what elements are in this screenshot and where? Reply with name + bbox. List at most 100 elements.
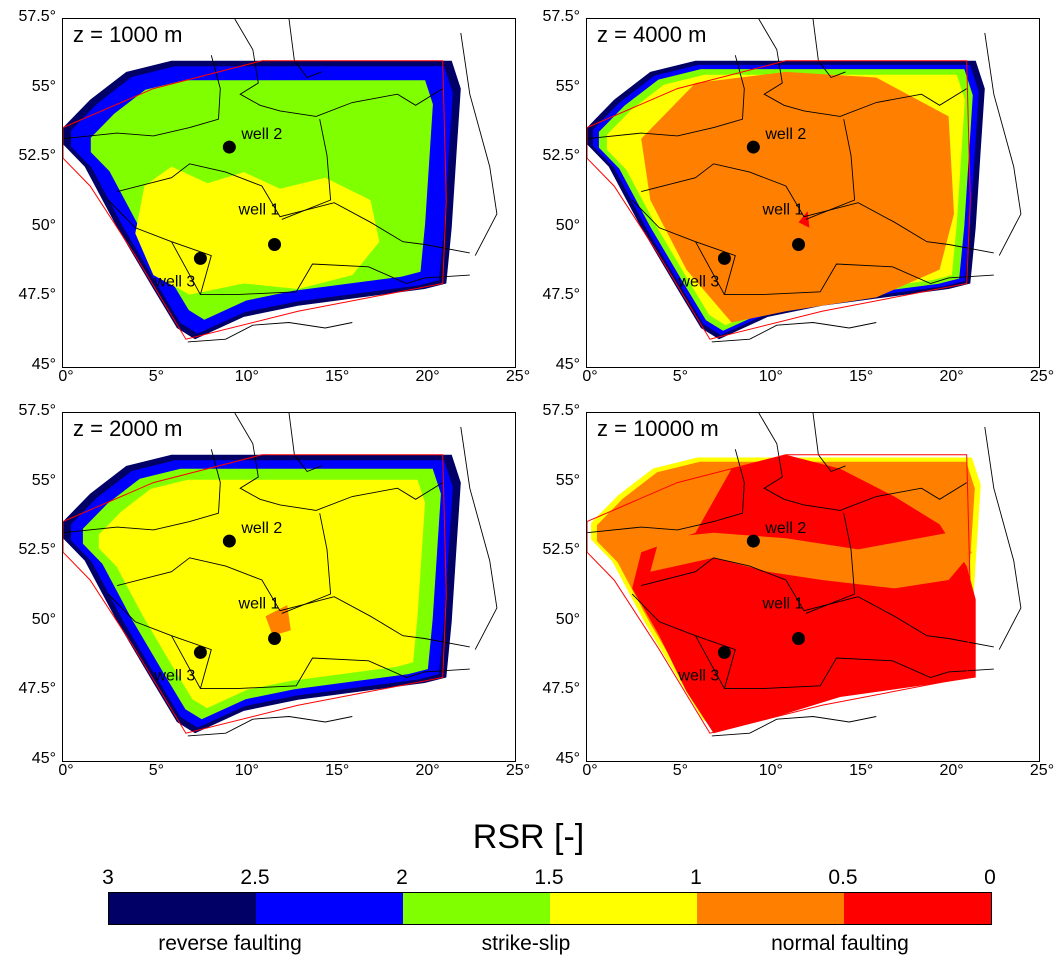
x-tick-label: 5° <box>672 762 689 779</box>
colorbar-tick-label: 0.5 <box>828 866 858 889</box>
colorbar-tick-label: 3 <box>102 866 114 889</box>
x-tick-label: 5° <box>148 762 165 779</box>
x-tick-label: 0° <box>58 762 74 779</box>
border-line <box>695 241 994 296</box>
well-label: well 2 <box>240 520 282 537</box>
depth-label: z = 10000 m <box>594 416 722 442</box>
border-line <box>460 426 498 650</box>
y-tick-label: 52.5° <box>542 541 580 559</box>
well-marker <box>746 140 760 154</box>
well-label: well 1 <box>238 596 280 613</box>
border-line <box>641 163 994 254</box>
border-line <box>805 513 856 614</box>
border-line <box>281 119 332 220</box>
colorbar-tick-label: 2 <box>396 866 408 889</box>
map-frame: well 1 well 2 well 3 <box>586 18 1040 368</box>
y-tick-label: 47.5° <box>18 286 56 304</box>
border-line <box>171 635 470 690</box>
x-tick-label: 5° <box>672 368 689 385</box>
map-svg: well 1 well 2 well 3 <box>587 413 1022 737</box>
x-tick-label: 0° <box>582 368 598 385</box>
x-tick-label: 10° <box>758 368 783 385</box>
x-tick-label: 10° <box>758 762 783 779</box>
depth-label: z = 2000 m <box>70 416 186 442</box>
y-tick-label: 55° <box>555 77 580 95</box>
regime-zone <box>650 532 973 589</box>
y-tick-label: 57.5° <box>18 402 56 419</box>
border-line <box>107 593 212 689</box>
well-label: well 2 <box>764 520 806 537</box>
regime-label-reverse: reverse faulting <box>158 932 302 955</box>
well-label: well 3 <box>153 273 195 290</box>
y-tick-label: 52.5° <box>18 541 56 559</box>
y-tick-label: 47.5° <box>18 680 56 698</box>
colorbar-segment <box>403 893 550 924</box>
map-panel-10000: well 1 well 2 well 3 z = 10000 m 57.5° 55° 5… <box>542 402 1054 779</box>
border-line <box>587 55 745 140</box>
map-svg: well 1 well 2 well 3 <box>63 413 498 737</box>
y-tick-label: 55° <box>31 471 56 489</box>
depth-label: z = 4000 m <box>594 22 710 48</box>
border-line <box>805 119 856 220</box>
y-tick-label: 45° <box>31 356 56 373</box>
x-tick-label: 10° <box>234 762 259 779</box>
y-tick-label: 52.5° <box>542 147 580 165</box>
well-marker <box>268 632 282 646</box>
x-tick-label: 25° <box>1029 762 1055 779</box>
y-tick-label: 45° <box>31 750 56 767</box>
y-tick-label: 47.5° <box>542 680 580 698</box>
well-marker <box>222 140 236 154</box>
map-frame: well 1 well 2 well 3 <box>62 412 516 762</box>
well-label: well 2 <box>764 126 806 143</box>
colorbar-segment <box>256 893 403 924</box>
colorbar <box>108 892 992 925</box>
border-line <box>288 413 322 473</box>
x-tick-label: 15° <box>849 368 874 385</box>
border-line <box>758 19 967 117</box>
well-label: well 3 <box>677 667 719 684</box>
border-line <box>187 716 353 737</box>
well-label: well 2 <box>240 126 282 143</box>
x-tick-label: 20° <box>939 368 964 385</box>
y-tick-label: 50° <box>31 216 56 234</box>
x-tick-label: 25° <box>1029 368 1055 385</box>
well-label: well 3 <box>677 273 719 290</box>
well-marker <box>746 534 760 548</box>
colorbar-segment <box>109 893 256 924</box>
border-line <box>631 199 736 295</box>
map-frame: well 1 well 2 well 3 <box>586 412 1040 762</box>
model-boundary <box>587 60 971 340</box>
x-tick-label: 10° <box>234 368 259 385</box>
well-marker <box>268 238 282 252</box>
map-panel-1000: well 1 well 2 well 3 z = 1000 m 57.5° 55° 52… <box>18 8 530 385</box>
y-tick-label: 57.5° <box>18 8 56 25</box>
colorbar-tick-label: 1 <box>690 866 702 889</box>
border-line <box>234 19 443 117</box>
model-boundary <box>63 60 447 340</box>
y-tick-label: 45° <box>555 356 580 373</box>
map-svg: well 1 well 2 well 3 <box>63 19 498 343</box>
x-tick-label: 20° <box>939 762 964 779</box>
x-tick-label: 25° <box>505 762 531 779</box>
border-line <box>107 199 212 295</box>
x-tick-label: 0° <box>58 368 74 385</box>
border-line <box>758 413 967 511</box>
border-line <box>711 322 877 343</box>
regime-zone <box>798 211 810 228</box>
well-label: well 1 <box>762 202 804 219</box>
well-label: well 1 <box>762 596 804 613</box>
border-line <box>117 163 470 254</box>
x-tick-label: 20° <box>415 368 440 385</box>
y-tick-label: 50° <box>555 216 580 234</box>
border-line <box>63 449 221 534</box>
y-tick-label: 50° <box>31 610 56 628</box>
well-marker <box>792 632 806 646</box>
y-tick-label: 57.5° <box>542 402 580 419</box>
well-marker <box>717 251 731 265</box>
colorbar-segment <box>844 893 991 924</box>
y-tick-label: 52.5° <box>18 147 56 165</box>
colorbar-title: RSR [-] <box>472 818 585 856</box>
well-marker <box>717 645 731 659</box>
colorbar-tick-label: 2.5 <box>240 866 270 889</box>
colorbar-tick-label: 1.5 <box>534 866 564 889</box>
